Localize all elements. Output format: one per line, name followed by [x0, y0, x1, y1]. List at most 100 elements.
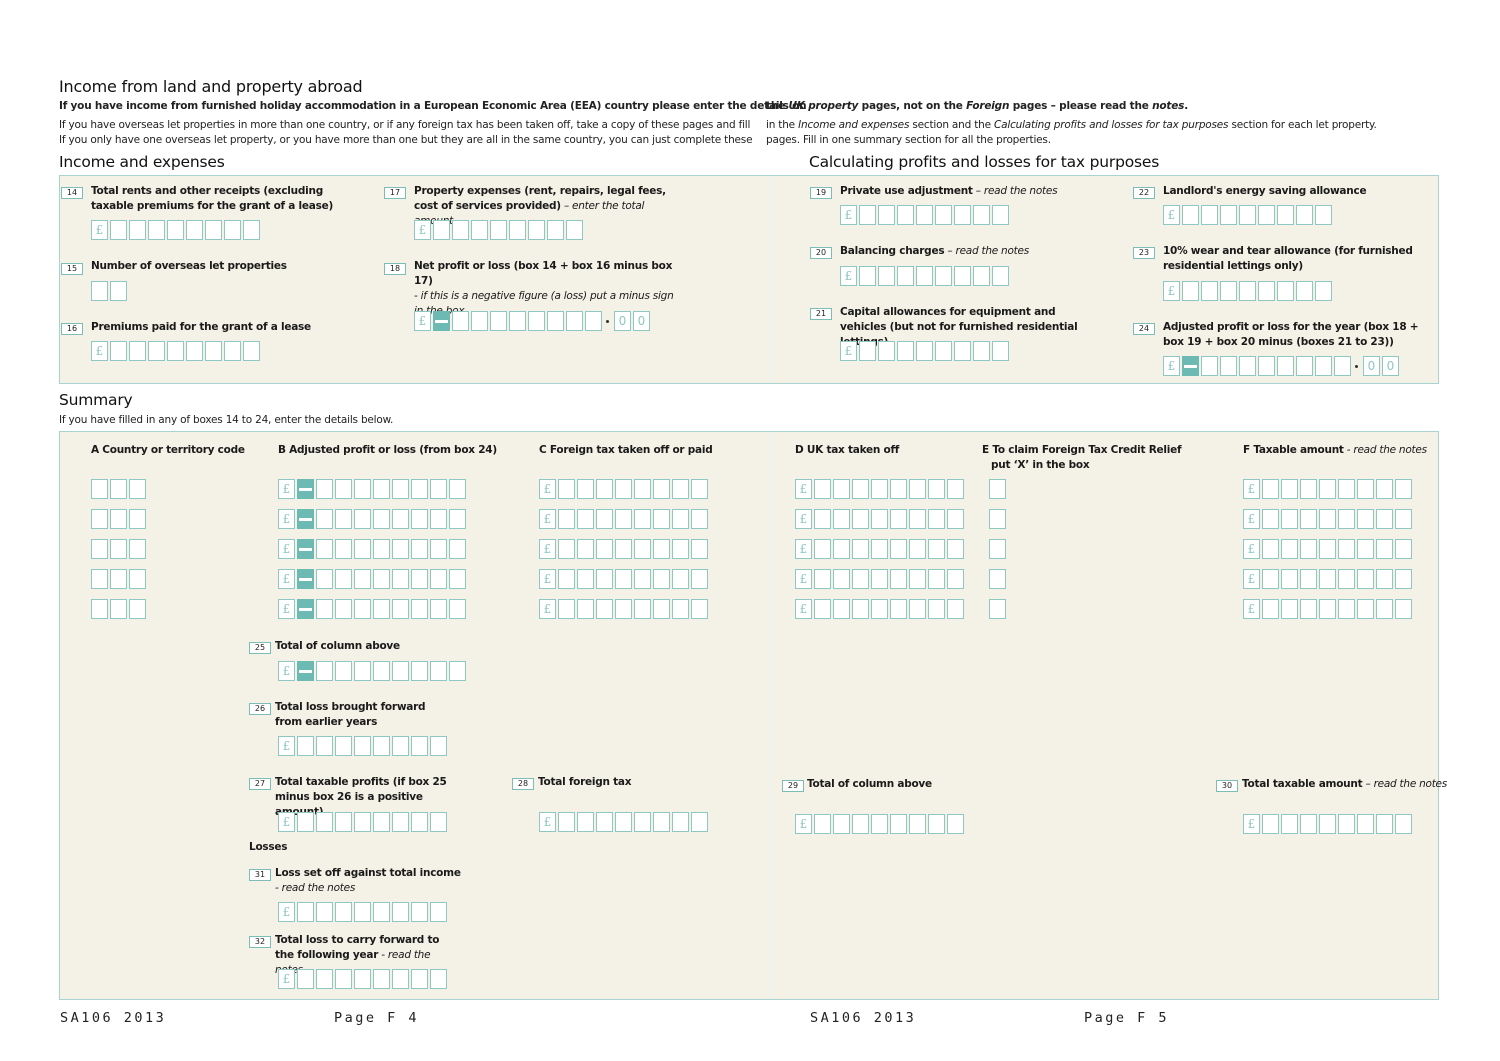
uk-tax-input-row-4[interactable]: £ [795, 569, 966, 589]
box-22-input[interactable]: £ [1163, 205, 1334, 225]
box-31-label: Loss set off against total income - read … [275, 867, 461, 894]
summary-intro: If you have filled in any of boxes 14 to… [59, 414, 394, 426]
country-code-input-row-2[interactable] [91, 509, 148, 529]
box-32-label: Total loss to carry forward to the follo… [275, 934, 440, 976]
box-number-23: 23 [1133, 247, 1155, 259]
box-number-15: 15 [61, 263, 83, 275]
box-number-26: 26 [249, 703, 271, 715]
intro-line2-right: in the Income and expenses section and t… [766, 119, 1377, 131]
box-24-label: Adjusted profit or loss for the year (bo… [1163, 321, 1419, 348]
box-26-input[interactable]: £ [278, 736, 449, 756]
box-29-input[interactable]: £ [795, 814, 966, 834]
box-number-32: 32 [249, 936, 271, 948]
adjusted-profit-input-row-3[interactable]: £ [278, 539, 468, 559]
taxable-amount-input-row-1[interactable]: £ [1243, 479, 1414, 499]
box-number-24: 24 [1133, 323, 1155, 335]
column-b-header: B Adjusted profit or loss (from box 24) [278, 444, 497, 456]
country-code-input-row-3[interactable] [91, 539, 148, 559]
box-30-label: Total taxable amount – read the notes [1242, 778, 1447, 790]
box-16-label: Premiums paid for the grant of a lease [91, 321, 311, 333]
foreign-tax-input-row-4[interactable]: £ [539, 569, 710, 589]
page-title: Income from land and property abroad [59, 77, 363, 96]
foreign-tax-input-row-2[interactable]: £ [539, 509, 710, 529]
box-32-input[interactable]: £ [278, 969, 449, 989]
taxable-amount-input-row-2[interactable]: £ [1243, 509, 1414, 529]
box-16-input[interactable]: £ [91, 341, 262, 361]
box-28-label: Total foreign tax [538, 776, 632, 788]
box-30-input[interactable]: £ [1243, 814, 1414, 834]
box-19-input[interactable]: £ [840, 205, 1011, 225]
box-26-label: Total loss brought forward from earlier … [275, 701, 426, 728]
footer-page-right: Page F 5 [1084, 1010, 1170, 1026]
box-number-29: 29 [782, 780, 804, 792]
box-number-25: 25 [249, 642, 271, 654]
box-18-input[interactable]: £0 0 [414, 311, 652, 331]
box-number-21: 21 [810, 308, 832, 320]
footer-page-left: Page F 4 [334, 1010, 420, 1026]
box-number-31: 31 [249, 869, 271, 881]
intro-line1-left: If you have income from furnished holida… [59, 100, 807, 112]
intro-line3-right: pages. Fill in one summary section for a… [766, 134, 1051, 146]
box-14-label: Total rents and other receipts (excludin… [91, 185, 334, 212]
box-25-label: Total of column above [275, 640, 400, 652]
box-15-label: Number of overseas let properties [91, 260, 287, 272]
box-31-input[interactable]: £ [278, 902, 449, 922]
country-code-input-row-1[interactable] [91, 479, 148, 499]
box-21-label: Capital allowances for equipment and veh… [840, 306, 1078, 348]
ftcr-checkbox-row-5[interactable] [989, 599, 1008, 619]
box-25-input[interactable]: £ [278, 661, 468, 681]
box-number-22: 22 [1133, 187, 1155, 199]
adjusted-profit-input-row-4[interactable]: £ [278, 569, 468, 589]
box-17-input[interactable]: £ [414, 220, 585, 240]
column-d-header: D UK tax taken off [795, 444, 900, 456]
box-27-input[interactable]: £ [278, 812, 449, 832]
box-number-20: 20 [810, 247, 832, 259]
box-24-input[interactable]: £0 0 [1163, 356, 1401, 376]
adjusted-profit-input-row-1[interactable]: £ [278, 479, 468, 499]
intro-line2-left: If you have overseas let properties in m… [59, 119, 751, 131]
section-income-expenses: Income and expenses [59, 153, 225, 171]
box-number-28: 28 [512, 778, 534, 790]
foreign-tax-input-row-3[interactable]: £ [539, 539, 710, 559]
summary-panel [59, 431, 1439, 1000]
uk-tax-input-row-2[interactable]: £ [795, 509, 966, 529]
column-c-header: C Foreign tax taken off or paid [539, 444, 713, 456]
box-20-input[interactable]: £ [840, 266, 1011, 286]
section-calculating: Calculating profits and losses for tax p… [809, 153, 1160, 171]
ftcr-checkbox-row-2[interactable] [989, 509, 1008, 529]
footer-form-code-left: SA106 2013 [60, 1010, 167, 1026]
box-number-19: 19 [810, 187, 832, 199]
box-19-label: Private use adjustment – read the notes [840, 185, 1058, 197]
uk-tax-input-row-3[interactable]: £ [795, 539, 966, 559]
ftcr-checkbox-row-4[interactable] [989, 569, 1008, 589]
adjusted-profit-input-row-5[interactable]: £ [278, 599, 468, 619]
taxable-amount-input-row-5[interactable]: £ [1243, 599, 1414, 619]
uk-tax-input-row-5[interactable]: £ [795, 599, 966, 619]
box-number-18: 18 [384, 263, 406, 275]
taxable-amount-input-row-4[interactable]: £ [1243, 569, 1414, 589]
footer-form-code-right: SA106 2013 [810, 1010, 917, 1026]
box-23-input[interactable]: £ [1163, 281, 1334, 301]
ftcr-checkbox-row-1[interactable] [989, 479, 1008, 499]
box-23-label: 10% wear and tear allowance (for furnish… [1163, 245, 1413, 272]
column-a-header: A Country or territory code [91, 444, 245, 456]
box-28-input[interactable]: £ [539, 812, 710, 832]
box-number-17: 17 [384, 187, 406, 199]
box-18-label: Net profit or loss (box 14 + box 16 minu… [414, 260, 674, 317]
foreign-tax-input-row-1[interactable]: £ [539, 479, 710, 499]
uk-tax-input-row-1[interactable]: £ [795, 479, 966, 499]
country-code-input-row-5[interactable] [91, 599, 148, 619]
column-f-header: F Taxable amount - read the notes [1243, 444, 1427, 456]
intro-line3-left: If you only have one overseas let proper… [59, 134, 753, 146]
country-code-input-row-4[interactable] [91, 569, 148, 589]
losses-heading: Losses [249, 841, 288, 853]
ftcr-checkbox-row-3[interactable] [989, 539, 1008, 559]
intro-line1-right: the UK property pages, not on the Foreig… [766, 100, 1189, 112]
box-29-label: Total of column above [807, 778, 932, 790]
box-14-input[interactable]: £ [91, 220, 262, 240]
box-15-input[interactable] [91, 281, 129, 301]
taxable-amount-input-row-3[interactable]: £ [1243, 539, 1414, 559]
foreign-tax-input-row-5[interactable]: £ [539, 599, 710, 619]
adjusted-profit-input-row-2[interactable]: £ [278, 509, 468, 529]
box-21-input[interactable]: £ [840, 341, 1011, 361]
